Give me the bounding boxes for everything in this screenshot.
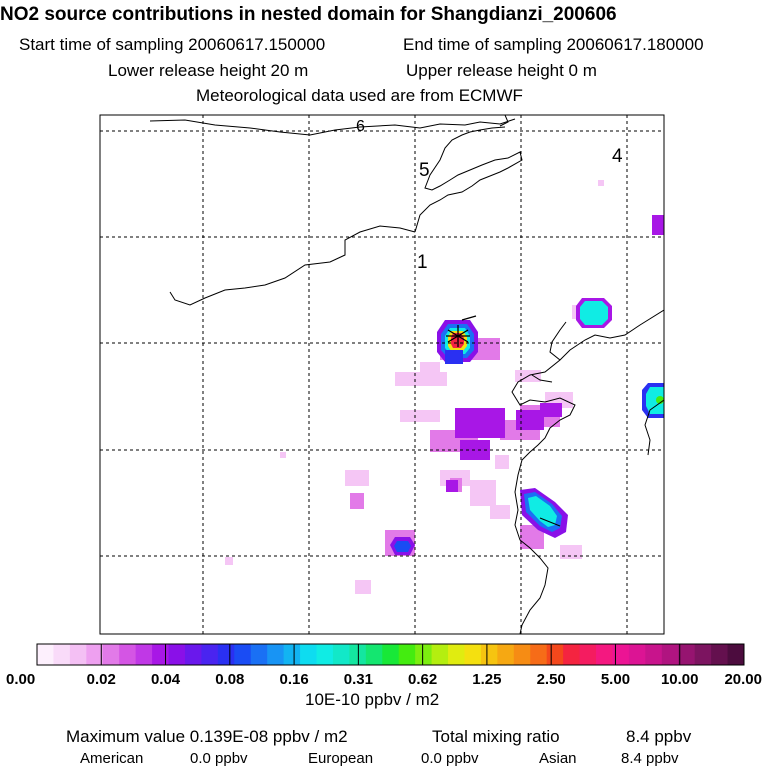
colorbar-cell bbox=[415, 644, 433, 665]
colorbar-cell bbox=[398, 644, 416, 665]
colorbar-cell bbox=[546, 644, 564, 665]
total-mixing-label: Total mixing ratio bbox=[432, 727, 560, 746]
colorbar-ticks bbox=[36, 644, 745, 665]
hotspot-southeast bbox=[520, 488, 568, 538]
region-label-5: 5 bbox=[419, 160, 430, 181]
colorbar-cell bbox=[184, 644, 202, 665]
colorbar-cell bbox=[530, 644, 548, 665]
colorbar-cell bbox=[234, 644, 252, 665]
colorbar-tick-label: 0.04 bbox=[151, 671, 181, 688]
colorbar-cell bbox=[300, 644, 318, 665]
start-time-label: Start time of sampling 20060617.150000 bbox=[19, 35, 326, 54]
station-marker bbox=[446, 315, 477, 347]
region-label-4: 4 bbox=[612, 146, 623, 167]
colorbar-cell bbox=[250, 644, 268, 665]
colorbar-cell bbox=[86, 644, 104, 665]
plume-layer bbox=[225, 180, 664, 594]
boundaries bbox=[149, 115, 664, 634]
met-data-label: Meteorological data used are from ECMWF bbox=[196, 86, 523, 105]
colorbar-cell bbox=[69, 644, 87, 665]
high-concentration-patches bbox=[446, 215, 664, 492]
colorbar-tick-label: 20.00 bbox=[724, 671, 762, 688]
colorbar-tick-label: 0.00 bbox=[6, 671, 35, 688]
colorbar-cell bbox=[37, 644, 54, 665]
colorbar-cell bbox=[563, 644, 581, 665]
colorbar-cell bbox=[596, 644, 613, 665]
upper-release-label: Upper release height 0 m bbox=[406, 61, 597, 80]
region-label-1: 1 bbox=[417, 252, 428, 273]
colorbar-tick-label: 0.16 bbox=[279, 671, 308, 688]
colorbar-cell bbox=[448, 644, 465, 665]
colorbar-cell bbox=[102, 644, 120, 665]
colorbar-cell bbox=[678, 644, 696, 665]
colorbar-cell bbox=[711, 644, 729, 665]
lower-release-label: Lower release height 20 m bbox=[108, 61, 309, 80]
colorbar-tick-label: 0.62 bbox=[408, 671, 437, 688]
colorbar-cell bbox=[612, 644, 630, 665]
colorbar-tick-label: 2.50 bbox=[537, 671, 566, 688]
colorbar-cell bbox=[53, 644, 71, 665]
colorbar-cell bbox=[332, 644, 350, 665]
colorbar-cell bbox=[283, 644, 301, 665]
colorbar-cell bbox=[645, 644, 663, 665]
colorbar-tick-label: 0.02 bbox=[87, 671, 116, 688]
european-label: European bbox=[308, 750, 374, 767]
european-value: 0.0 ppbv bbox=[421, 750, 479, 767]
colorbar-cell bbox=[497, 644, 515, 665]
colorbar-tick-label: 0.08 bbox=[215, 671, 244, 688]
colorbar-cell bbox=[119, 644, 137, 665]
colorbar-cell bbox=[431, 644, 449, 665]
station-plume bbox=[437, 315, 478, 364]
colorbar-tick-label: 10.00 bbox=[661, 671, 699, 688]
colorbar-cell bbox=[152, 644, 170, 665]
colorbar-cell bbox=[201, 644, 219, 665]
american-label: American bbox=[80, 750, 144, 767]
american-value: 0.0 ppbv bbox=[190, 750, 248, 767]
colorbar-cell bbox=[464, 644, 482, 665]
colorbar-cell bbox=[168, 644, 186, 665]
colorbar-cell bbox=[382, 644, 400, 665]
colorbar-cell bbox=[513, 644, 531, 665]
colorbar-cell bbox=[217, 644, 235, 665]
colorbar-cell bbox=[694, 644, 712, 665]
map-frame bbox=[99, 114, 665, 635]
colorbar-cell bbox=[628, 644, 646, 665]
region-label-6: 6 bbox=[356, 118, 365, 135]
colorbar-tick-label: 1.25 bbox=[472, 671, 501, 688]
colorbar-cell bbox=[267, 644, 285, 665]
asian-value: 8.4 ppbv bbox=[621, 750, 679, 767]
colorbar-tick-label: 0.31 bbox=[344, 671, 373, 688]
colorbar-cell bbox=[480, 644, 498, 665]
colorbar-labels: 0.00 0.02 0.04 0.08 0.16 0.31 0.62 1.25 2.50 5.00… bbox=[6, 671, 762, 688]
colorbar-cell bbox=[316, 644, 334, 665]
asian-label: Asian bbox=[539, 750, 577, 767]
colorbar-unit-label: 10E-10 ppbv / m2 bbox=[305, 690, 440, 709]
total-mixing-value: 8.4 ppbv bbox=[626, 727, 692, 746]
colorbar-tick-label: 5.00 bbox=[601, 671, 630, 688]
max-value-label: Maximum value 0.139E-08 ppbv / m2 bbox=[66, 727, 348, 746]
colorbar-cell bbox=[135, 644, 153, 665]
colorbar-cells bbox=[36, 643, 745, 666]
colorbar-cell bbox=[365, 644, 383, 665]
page-title: NO2 source contributions in nested domai… bbox=[0, 4, 617, 25]
colorbar-cell bbox=[579, 644, 597, 665]
colorbar-cell bbox=[727, 644, 745, 665]
colorbar-cell bbox=[661, 644, 679, 665]
end-time-label: End time of sampling 20060617.180000 bbox=[403, 35, 704, 54]
map-grid bbox=[100, 115, 664, 634]
